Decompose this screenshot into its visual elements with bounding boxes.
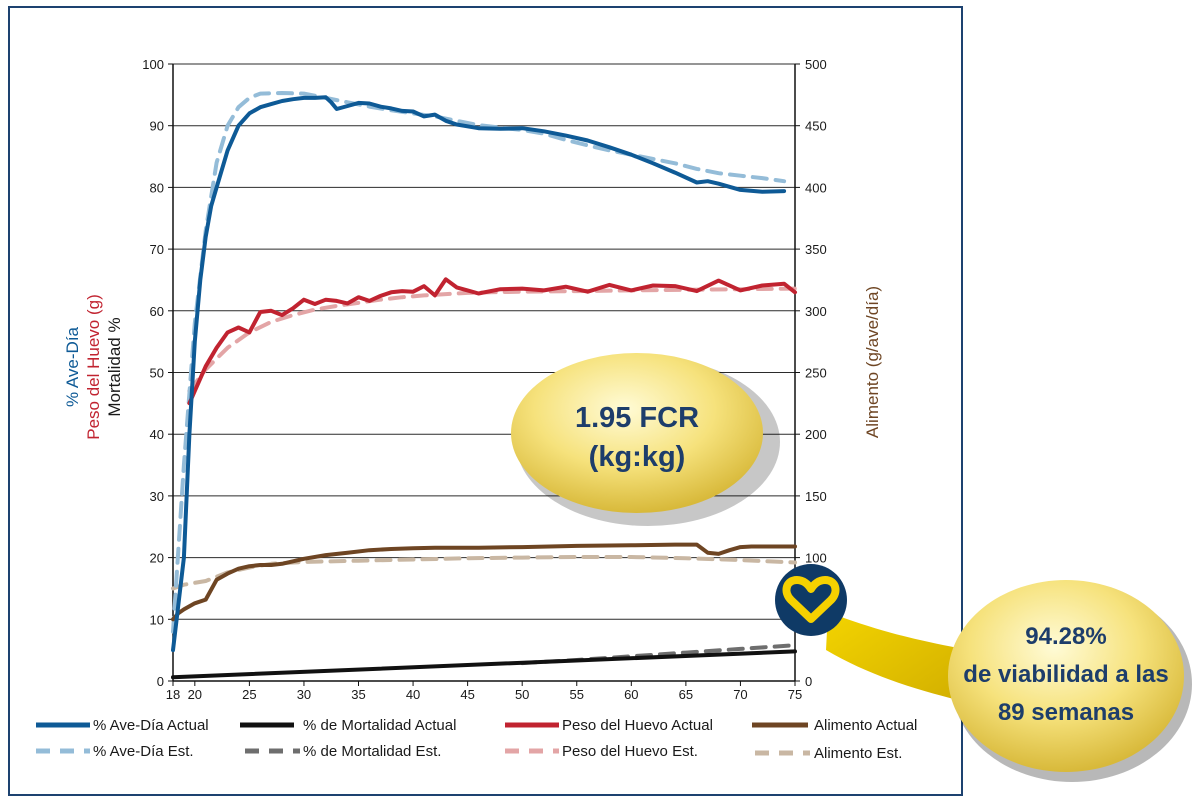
right-tick-label: 100 xyxy=(805,551,827,566)
left-tick-label: 70 xyxy=(150,242,164,257)
fcr-value: 1.95 FCR xyxy=(575,402,699,434)
right-axis-title-feed: Alimento (g/ave/día) xyxy=(863,286,882,438)
right-tick-label: 150 xyxy=(805,489,827,504)
series-egg-est xyxy=(187,286,797,393)
legend-label-egg-est: Peso del Huevo Est. xyxy=(562,743,698,760)
x-tick-label: 30 xyxy=(297,687,311,702)
left-tick-label: 40 xyxy=(150,427,164,442)
x-tick-label: 70 xyxy=(733,687,747,702)
heart-icon xyxy=(782,576,840,623)
x-tick-label: 18 xyxy=(166,687,180,702)
left-axis-title-mortality: Mortalidad % xyxy=(105,317,124,416)
viability-weeks: 89 semanas xyxy=(998,699,1134,726)
series-egg-actual xyxy=(187,277,797,406)
left-tick-label: 20 xyxy=(150,551,164,566)
gridlines xyxy=(173,63,795,620)
legend-label-feed-est: Alimento Est. xyxy=(814,745,902,762)
left-axis-title-ave: % Ave-Día xyxy=(63,326,82,407)
legend-label-egg-actual: Peso del Huevo Actual xyxy=(562,717,713,734)
series-ave-est xyxy=(171,91,787,634)
right-tick-label: 200 xyxy=(805,427,827,442)
callout-connector xyxy=(826,612,958,700)
left-tick-labels: 0 10 20 30 40 50 60 70 80 90 100 xyxy=(142,57,173,689)
series-ave-actual xyxy=(171,95,787,653)
fcr-unit: (kg:kg) xyxy=(589,441,686,473)
legend: % Ave-Día Actual % de Mortalidad Actual … xyxy=(36,717,917,762)
right-tick-label: 0 xyxy=(805,674,812,689)
viability-percent: 94.28% xyxy=(1025,623,1106,650)
series-feed-actual xyxy=(171,542,797,622)
x-tick-label: 35 xyxy=(351,687,365,702)
left-tick-label: 60 xyxy=(150,304,164,319)
x-tick-label: 40 xyxy=(406,687,420,702)
right-tick-label: 300 xyxy=(805,304,827,319)
viability-text: de viabilidad a las xyxy=(963,661,1168,688)
left-axis-title: % Ave-Día Peso del Huevo (g) Mortalidad … xyxy=(63,294,124,440)
x-tick-label: 75 xyxy=(788,687,802,702)
series-lines xyxy=(171,91,797,680)
legend-label-ave-est: % Ave-Día Est. xyxy=(93,743,194,760)
left-tick-label: 50 xyxy=(150,366,164,381)
x-tick-label: 50 xyxy=(515,687,529,702)
x-tick-label: 20 xyxy=(188,687,202,702)
right-tick-label: 450 xyxy=(805,119,827,134)
x-tick-label: 55 xyxy=(570,687,584,702)
legend-label-ave-actual: % Ave-Día Actual xyxy=(93,717,209,734)
left-tick-label: 80 xyxy=(150,180,164,195)
right-axis-title: Alimento (g/ave/día) xyxy=(863,286,882,438)
x-tick-labels: 18 20 25 30 35 40 45 50 55 60 65 70 75 xyxy=(166,681,802,702)
left-axis-title-egg: Peso del Huevo (g) xyxy=(84,294,103,440)
left-tick-label: 100 xyxy=(142,57,164,72)
x-tick-label: 45 xyxy=(460,687,474,702)
x-tick-label: 25 xyxy=(242,687,256,702)
legend-label-mort-actual: % de Mortalidad Actual xyxy=(303,717,456,734)
fcr-bubble: 1.95 FCR (kg:kg) xyxy=(511,353,780,526)
viability-callout: 94.28% de viabilidad a las 89 semanas xyxy=(775,564,1192,782)
legend-label-feed-actual: Alimento Actual xyxy=(814,717,917,734)
x-tick-label: 60 xyxy=(624,687,638,702)
right-tick-label: 250 xyxy=(805,366,827,381)
right-tick-label: 350 xyxy=(805,242,827,257)
x-tick-label: 65 xyxy=(679,687,693,702)
series-mort-actual xyxy=(171,649,797,680)
left-tick-label: 30 xyxy=(150,489,164,504)
right-tick-label: 400 xyxy=(805,180,827,195)
legend-label-mort-est: % de Mortalidad Est. xyxy=(303,743,441,760)
series-feed-est xyxy=(171,555,797,591)
left-tick-label: 10 xyxy=(150,612,164,627)
left-tick-label: 0 xyxy=(157,674,164,689)
right-tick-label: 500 xyxy=(805,57,827,72)
left-tick-label: 90 xyxy=(150,119,164,134)
